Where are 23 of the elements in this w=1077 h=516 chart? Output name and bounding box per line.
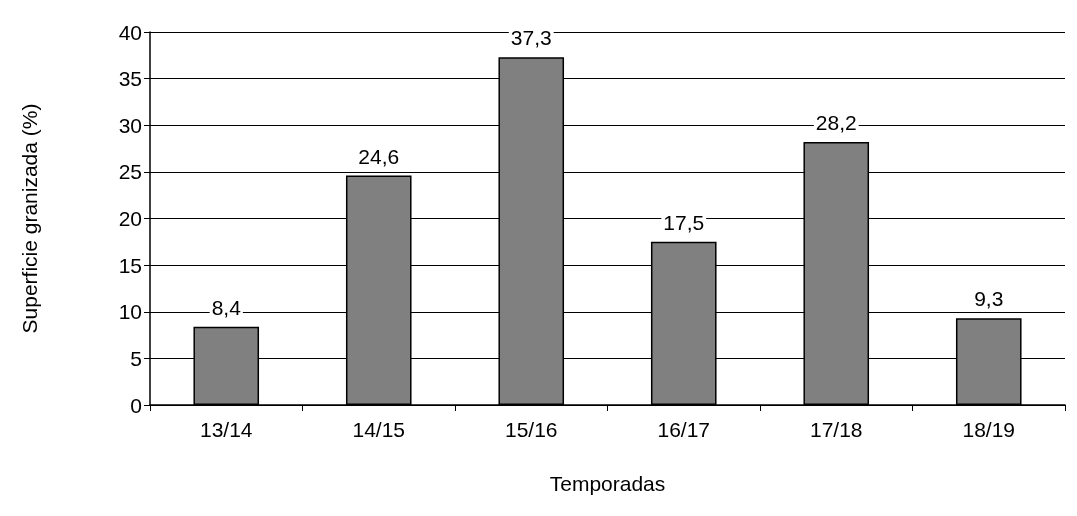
x-tick-label: 17/18	[809, 418, 863, 441]
y-tick-label: 40	[118, 20, 142, 44]
y-tick-label: 0	[130, 393, 142, 417]
data-label: 37,3	[510, 26, 552, 50]
y-tick-label: 30	[118, 113, 142, 137]
data-label: 9,3	[974, 287, 1004, 311]
data-label: 24,6	[358, 144, 400, 168]
y-tick-label: 20	[118, 207, 142, 230]
x-tick-label: 18/19	[962, 418, 1016, 441]
y-tick-label: 25	[118, 160, 142, 184]
y-tick-label: 35	[118, 67, 142, 91]
x-tick-label: 15/16	[504, 418, 558, 441]
y-tick-label: 15	[118, 253, 142, 277]
x-tick-label: 14/15	[352, 418, 406, 441]
x-tick-label: 13/14	[199, 418, 253, 441]
x-axis-title: Temporadas	[549, 472, 666, 495]
data-label: 28,2	[815, 111, 857, 135]
data-label: 17,5	[663, 210, 705, 234]
y-tick-label: 10	[118, 300, 142, 324]
y-tick-label: 5	[130, 346, 142, 370]
x-tick-label: 16/17	[657, 418, 711, 441]
y-axis-title: Superficie granizada (%)	[18, 103, 41, 334]
data-label: 8,4	[211, 295, 242, 319]
